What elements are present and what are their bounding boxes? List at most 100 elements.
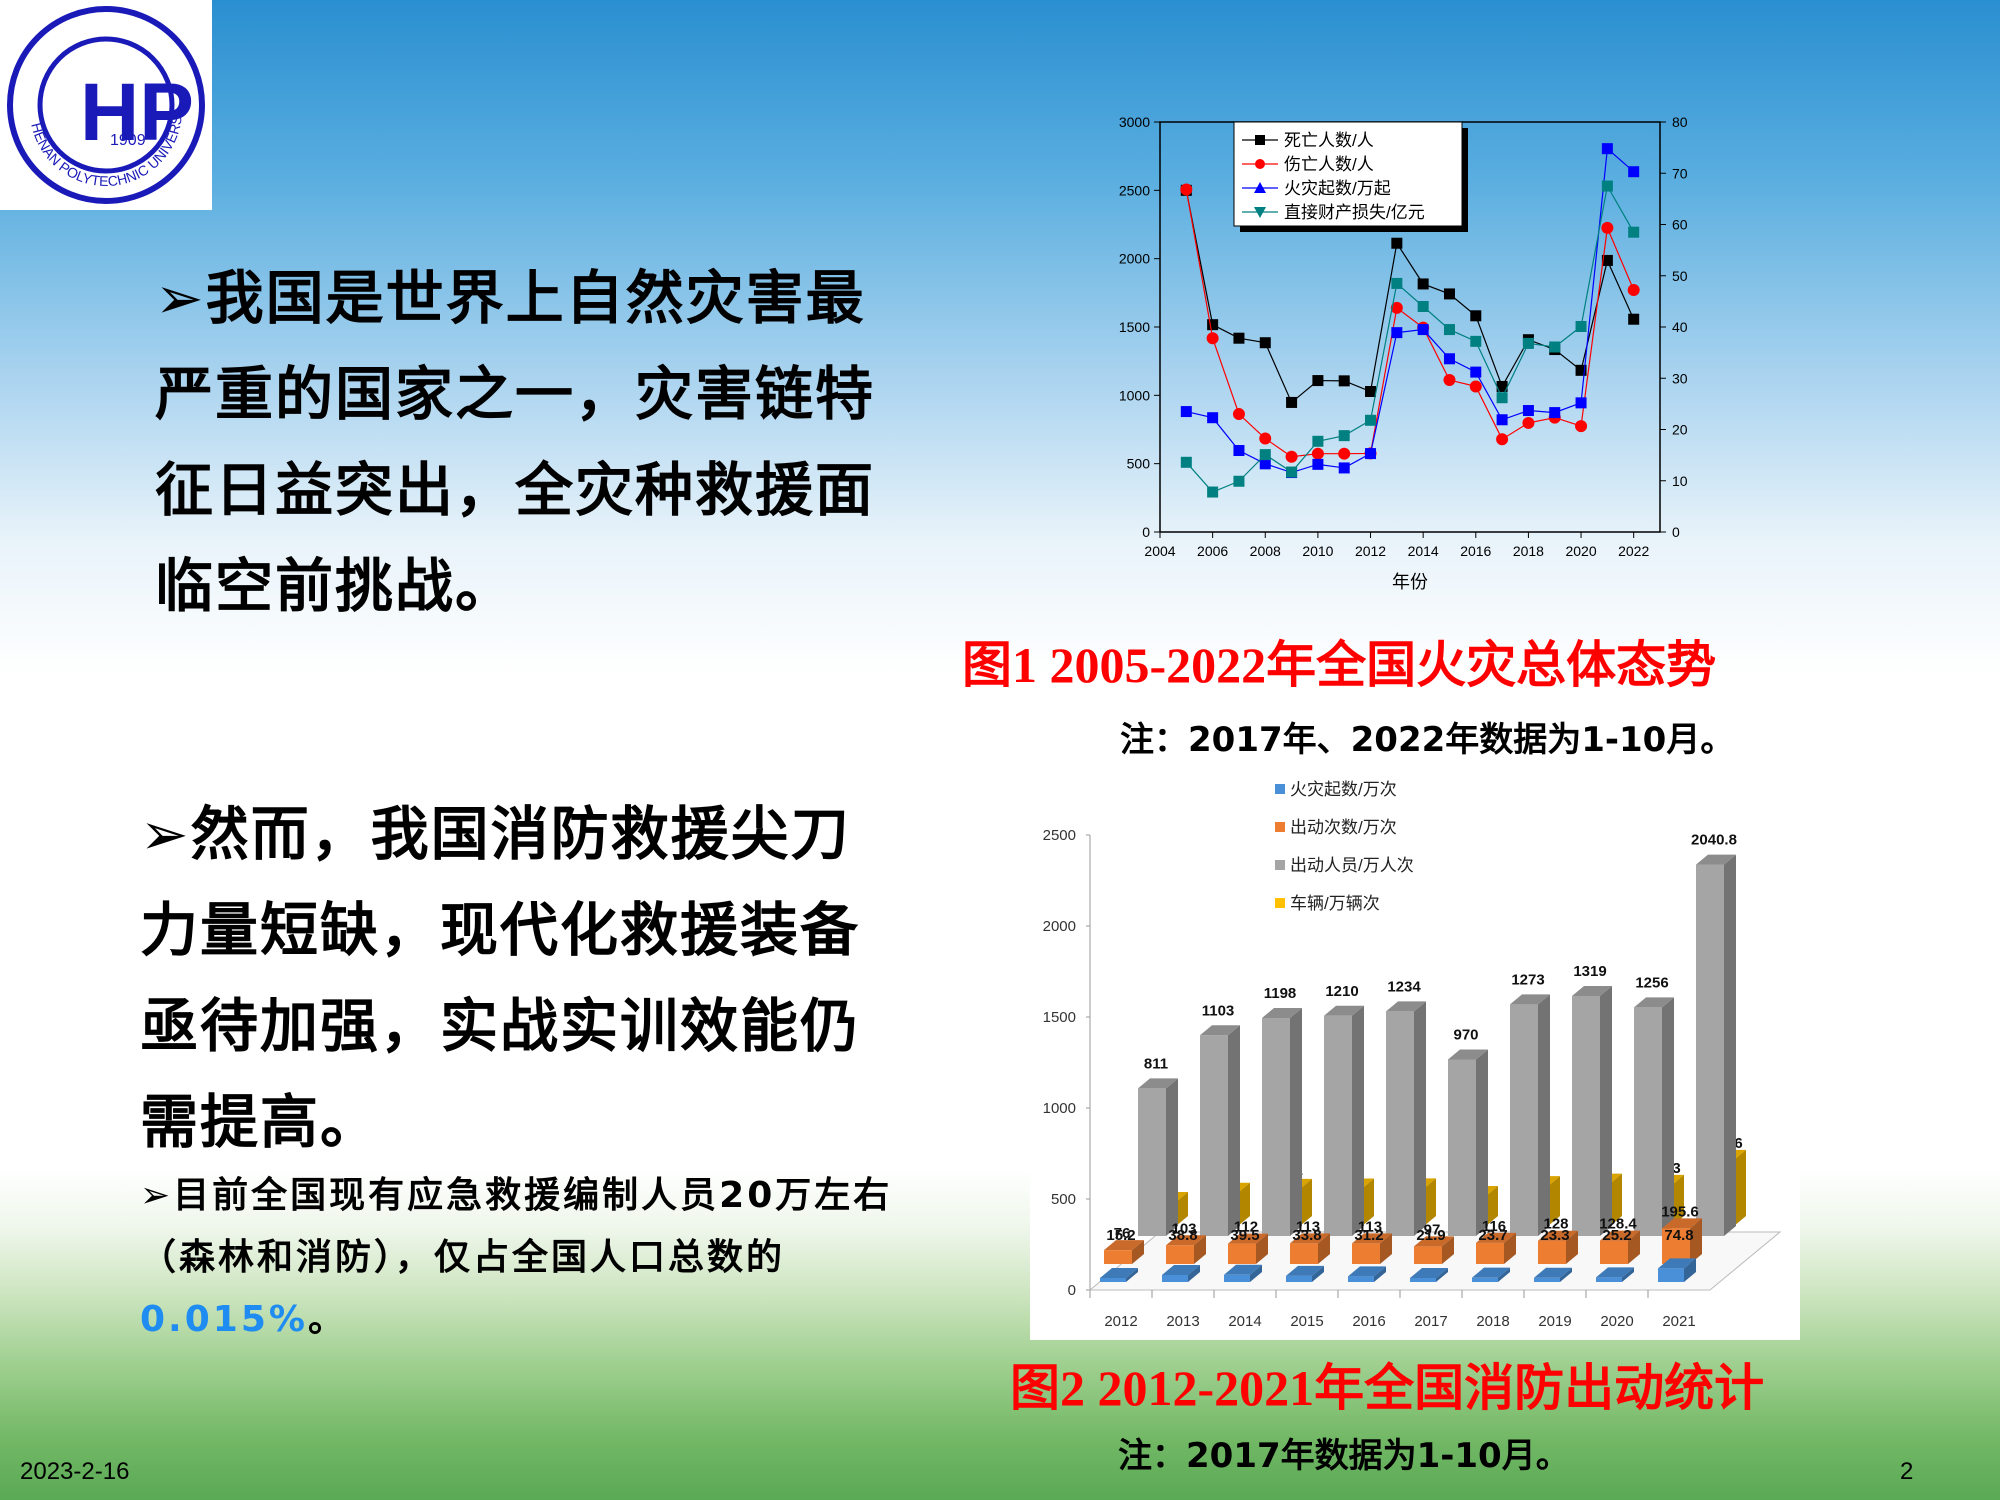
svg-text:2500: 2500: [1043, 827, 1076, 844]
svg-text:15.2: 15.2: [1106, 1227, 1135, 1244]
svg-text:500: 500: [1127, 456, 1151, 472]
bullet-arrow-icon: ➢: [140, 800, 191, 868]
svg-text:25.2: 25.2: [1602, 1227, 1631, 1244]
svg-text:112: 112: [1234, 1219, 1258, 1236]
svg-text:113: 113: [1296, 1218, 1320, 1235]
svg-text:113: 113: [1358, 1218, 1382, 1235]
svg-text:出动人员/万人次: 出动人员/万人次: [1290, 856, 1414, 875]
svg-text:出动次数/万次: 出动次数/万次: [1290, 818, 1397, 837]
svg-text:2012: 2012: [1355, 543, 1386, 559]
svg-text:1909: 1909: [110, 132, 146, 149]
fire-dispatch-bar-chart: 0 500 1000 1500 2000 2500 2012 2013 2014 2015 2016…: [1030, 770, 1800, 1340]
svg-text:970: 970: [1453, 1026, 1478, 1043]
svg-text:2008: 2008: [1250, 543, 1281, 559]
svg-text:1273: 1273: [1511, 971, 1544, 988]
x-axis-label: 年份: [1392, 572, 1428, 592]
svg-text:2040.8: 2040.8: [1691, 832, 1737, 849]
svg-text:2015: 2015: [1290, 1313, 1323, 1330]
svg-text:2020: 2020: [1565, 543, 1596, 559]
svg-text:38.8: 38.8: [1168, 1227, 1197, 1244]
svg-text:死亡人数/人: 死亡人数/人: [1284, 131, 1374, 150]
svg-text:2004: 2004: [1144, 543, 1175, 559]
svg-text:31.2: 31.2: [1354, 1227, 1383, 1244]
svg-text:HP: HP: [80, 67, 194, 158]
svg-text:23.7: 23.7: [1478, 1227, 1507, 1244]
university-logo: HP 1909 HENAN POLYTECHNIC UNIVERSITY: [0, 0, 212, 210]
svg-text:40: 40: [1672, 319, 1688, 335]
svg-text:2006: 2006: [1197, 543, 1228, 559]
svg-text:2000: 2000: [1119, 251, 1150, 267]
slide-date: 2023-2-16: [20, 1458, 130, 1485]
svg-text:2018: 2018: [1513, 543, 1544, 559]
svg-text:60: 60: [1672, 217, 1688, 233]
svg-text:火灾起数/万起: 火灾起数/万起: [1284, 179, 1391, 198]
svg-text:2021: 2021: [1662, 1313, 1695, 1330]
svg-text:1198: 1198: [1264, 985, 1297, 1002]
svg-text:0: 0: [1068, 1282, 1076, 1299]
svg-text:2013: 2013: [1166, 1313, 1199, 1330]
svg-text:1000: 1000: [1043, 1100, 1076, 1117]
svg-text:2017: 2017: [1414, 1313, 1447, 1330]
svg-text:2000: 2000: [1043, 918, 1076, 935]
svg-text:128: 128: [1543, 1216, 1568, 1233]
svg-text:2012: 2012: [1104, 1313, 1137, 1330]
svg-text:2016: 2016: [1460, 543, 1491, 559]
svg-text:车辆/万辆次: 车辆/万辆次: [1290, 894, 1380, 913]
svg-text:2016: 2016: [1352, 1313, 1385, 1330]
svg-text:2019: 2019: [1538, 1313, 1571, 1330]
svg-text:50: 50: [1672, 268, 1688, 284]
figure2-note: 注：2017年数据为1-10月。: [1118, 1436, 1570, 1476]
svg-text:1500: 1500: [1043, 1009, 1076, 1026]
svg-text:1103: 1103: [1202, 1002, 1235, 1019]
svg-text:3000: 3000: [1119, 114, 1150, 130]
hpu-emblem-icon: HP 1909 HENAN POLYTECHNIC UNIVERSITY: [0, 0, 205, 204]
figure2-caption: 图2 2012-2021年全国消防出动统计: [1010, 1360, 1765, 1416]
svg-text:23.3: 23.3: [1540, 1227, 1569, 1244]
figure1-note: 注：2017年、2022年数据为1-10月。: [1120, 720, 1735, 760]
svg-text:1210: 1210: [1325, 983, 1358, 1000]
svg-text:97: 97: [1424, 1221, 1441, 1238]
svg-text:0: 0: [1672, 524, 1680, 540]
svg-text:伤亡人数/人: 伤亡人数/人: [1284, 155, 1374, 174]
percentage-highlight: 0.015%: [140, 1299, 308, 1340]
svg-text:2018: 2018: [1476, 1313, 1509, 1330]
svg-text:2022: 2022: [1618, 543, 1649, 559]
svg-text:2010: 2010: [1302, 543, 1333, 559]
svg-text:火灾起数/万次: 火灾起数/万次: [1290, 780, 1397, 799]
svg-text:20: 20: [1672, 422, 1688, 438]
bullet-rescue-shortage: ➢然而，我国消防救援尖刀力量短缺，现代化救援装备亟待加强，实战实训效能仍需提高。: [140, 800, 861, 1156]
svg-text:70: 70: [1672, 165, 1688, 181]
svg-text:1234: 1234: [1387, 978, 1421, 995]
svg-text:21.9: 21.9: [1416, 1227, 1445, 1244]
svg-text:80: 80: [1672, 114, 1688, 130]
slide-number: 2: [1900, 1458, 1914, 1485]
svg-text:30: 30: [1672, 370, 1688, 386]
svg-text:2500: 2500: [1119, 182, 1150, 198]
svg-text:76: 76: [1114, 1225, 1131, 1242]
svg-text:1319: 1319: [1573, 963, 1606, 980]
svg-text:500: 500: [1051, 1191, 1076, 1208]
svg-text:128.4: 128.4: [1599, 1216, 1637, 1233]
svg-text:直接财产损失/亿元: 直接财产损失/亿元: [1284, 203, 1425, 222]
svg-text:116: 116: [1482, 1218, 1506, 1235]
svg-text:1256: 1256: [1635, 974, 1668, 991]
svg-text:2014: 2014: [1408, 543, 1439, 559]
bullet-arrow-icon: ➢: [140, 1175, 174, 1216]
fire-trend-line-chart: 0 500 1000 1500 2000 2500 3000 0 10 20 30 40 50 60 70 8…: [1119, 114, 1688, 592]
svg-text:2020: 2020: [1600, 1313, 1633, 1330]
svg-text:39.5: 39.5: [1230, 1227, 1259, 1244]
bullet-arrow-icon: ➢: [155, 264, 206, 332]
svg-text:33.8: 33.8: [1292, 1227, 1321, 1244]
svg-text:103: 103: [1171, 1220, 1196, 1237]
figure1-caption: 图1 2005-2022年全国火灾总体态势: [962, 637, 1717, 693]
svg-text:195.6: 195.6: [1661, 1203, 1699, 1220]
svg-text:1500: 1500: [1119, 319, 1150, 335]
bullet-staffing-stat: ➢目前全国现有应急救援编制人员20万左右（森林和消防），仅占全国人口总数的0.0…: [140, 1175, 893, 1340]
svg-text:74.8: 74.8: [1664, 1227, 1693, 1244]
svg-text:10: 10: [1672, 473, 1688, 489]
svg-text:0: 0: [1142, 524, 1150, 540]
svg-text:2014: 2014: [1228, 1313, 1261, 1330]
svg-text:1000: 1000: [1119, 387, 1150, 403]
